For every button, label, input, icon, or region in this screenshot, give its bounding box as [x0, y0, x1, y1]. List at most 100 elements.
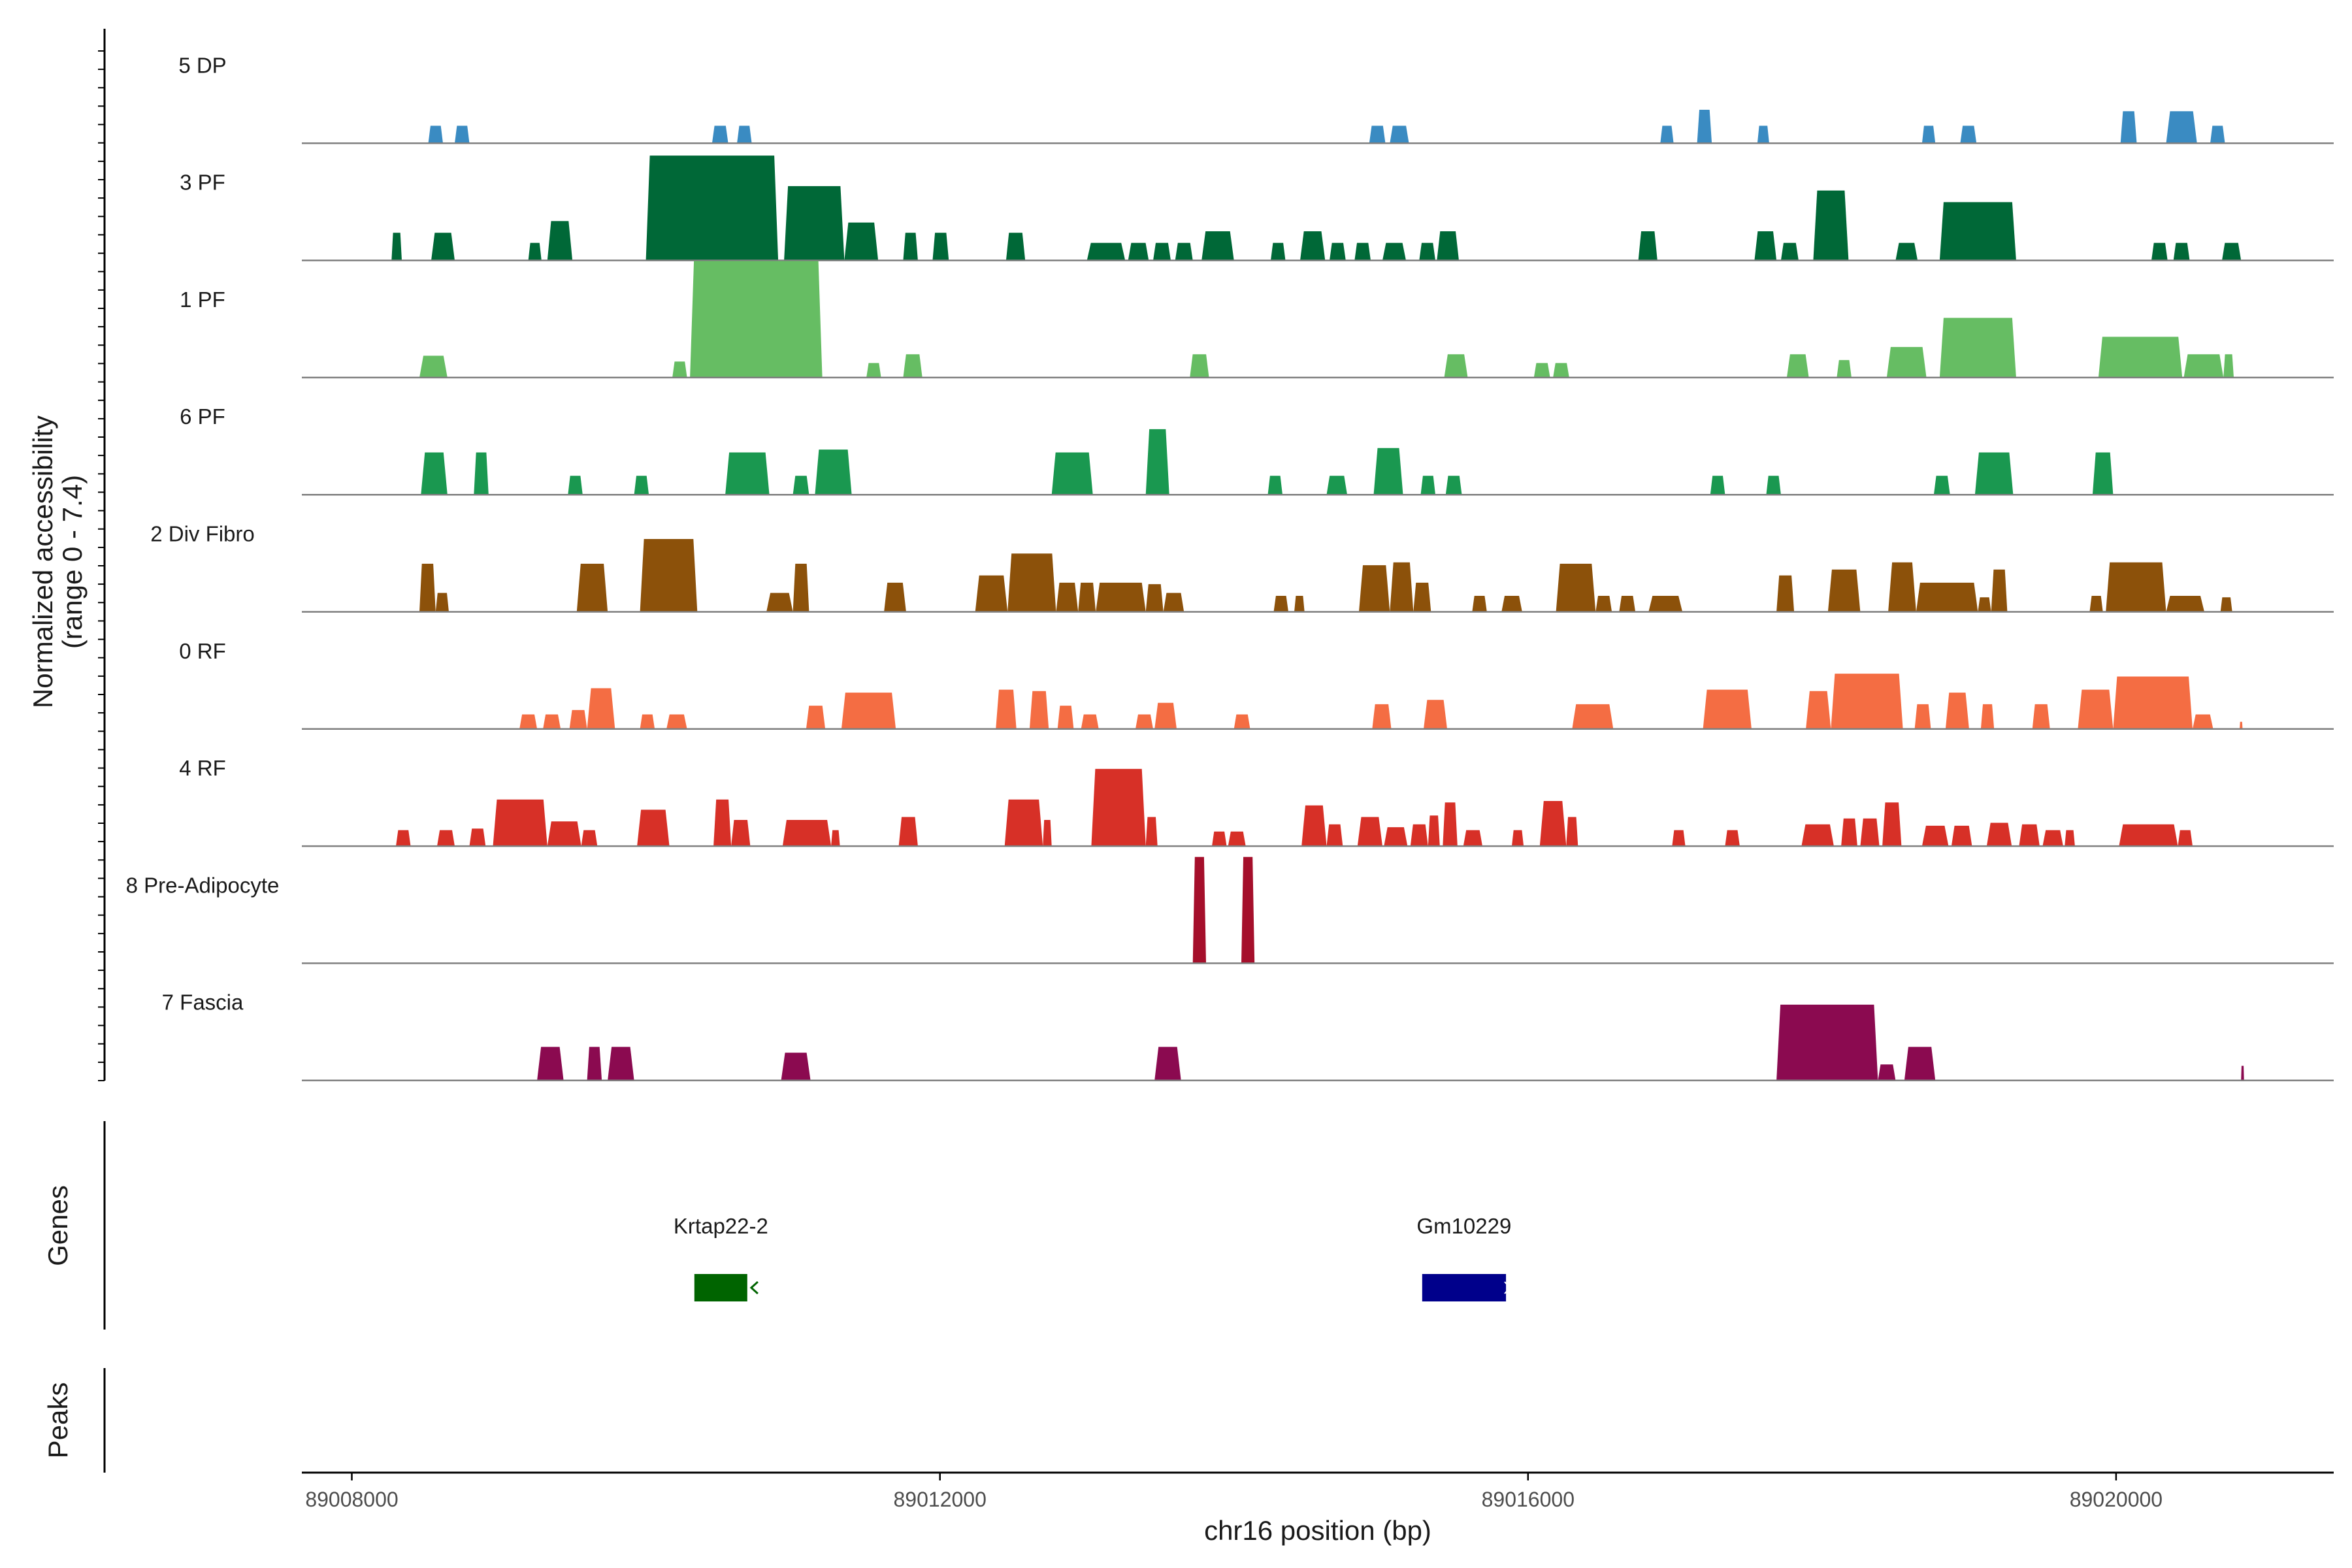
track-5-dp: 5 DP [178, 53, 2334, 144]
track-label: 7 Fascia [162, 990, 244, 1015]
gene-body [1422, 1274, 1507, 1301]
coverage-peak [2210, 125, 2225, 144]
coverage-peak [1294, 596, 1305, 612]
coverage-peak [428, 125, 443, 144]
coverage-peak [421, 452, 448, 495]
coverage-peak [737, 125, 752, 144]
coverage-peak [1980, 704, 1995, 729]
coverage-peak [493, 799, 547, 847]
coverage-peak [1916, 582, 1978, 612]
coverage-peak [2119, 824, 2178, 847]
coverage-peak [1382, 242, 1406, 261]
coverage-peak [1566, 817, 1578, 847]
coverage-peak [637, 809, 670, 847]
coverage-peak [1813, 190, 1849, 261]
coverage-peak [1190, 354, 1209, 378]
coverage-peak [1766, 476, 1781, 495]
gene-label: Krtap22-2 [674, 1214, 768, 1238]
coverage-peak [1553, 363, 1569, 378]
coverage-peak [1754, 231, 1777, 261]
peaks-side-label: Peaks [42, 1382, 73, 1459]
coverage-peak [1648, 596, 1683, 612]
coverage-peak [437, 830, 455, 847]
coverage-peak [1145, 429, 1169, 495]
coverage-peak [2078, 689, 2114, 729]
coverage-peak [1326, 824, 1343, 847]
coverage-peak [1914, 704, 1931, 729]
coverage-peak [1991, 569, 2008, 612]
coverage-peak [1271, 242, 1286, 261]
coverage-peak [1888, 562, 1916, 612]
coverage-peak [898, 817, 918, 847]
coverage-peak [528, 242, 542, 261]
coverage-peak [841, 693, 896, 729]
coverage-peak [645, 155, 779, 261]
coverage-peak [1921, 825, 1949, 847]
coverage-peak [2019, 824, 2040, 847]
coverage-peak [2092, 452, 2114, 495]
x-tick-label: 89012000 [894, 1488, 987, 1511]
coverage-peak [1921, 125, 1936, 144]
coverage-peak [1806, 691, 1831, 729]
coverage-peak [1420, 476, 1435, 495]
coverage-peak [1539, 801, 1567, 847]
coverage-peak [2223, 354, 2234, 378]
coverage-peak [1354, 242, 1371, 261]
coverage-peak [1086, 242, 1126, 261]
coverage-peak [1882, 802, 1902, 847]
strand-arrow [749, 1281, 759, 1295]
coverage-peak [1057, 706, 1074, 729]
coverage-peak [1445, 476, 1462, 495]
coverage-peak [419, 355, 448, 378]
strand-arrow [1504, 1281, 1511, 1294]
coverage-peak [731, 820, 751, 847]
track-label: 8 Pre-Adipocyte [126, 873, 280, 897]
coverage-peak [1145, 584, 1164, 612]
track-0-rf: 0 RF [179, 639, 2334, 730]
coverage-peak [1428, 815, 1440, 847]
coverage-peak [1051, 452, 1093, 495]
coverage-peak [815, 449, 852, 495]
coverage-peak [2065, 830, 2075, 847]
coverage-peak [1154, 1047, 1181, 1081]
coverage-peak [1556, 563, 1596, 612]
coverage-peak [1175, 242, 1193, 261]
coverage-peak [1986, 823, 2012, 847]
y-axis-label-line2: (range 0 - 7.4) [57, 475, 88, 649]
coverage-peak [1827, 569, 1861, 612]
coverage-peak [713, 799, 732, 847]
coverage-peak [1933, 476, 1950, 495]
coverage-peak [455, 125, 470, 144]
coverage-peak [792, 563, 809, 612]
coverage-peak [1043, 820, 1052, 847]
coverage-peak [975, 575, 1008, 612]
coverage-peak [2241, 1066, 2244, 1081]
coverage-peak [1004, 799, 1043, 847]
coverage-peak [1135, 714, 1153, 729]
coverage-peak [2042, 830, 2063, 847]
coverage-peak [1978, 597, 1991, 612]
coverage-peak [2098, 336, 2183, 378]
coverage-peak [1437, 231, 1459, 261]
coverage-peak [996, 689, 1017, 729]
coverage-peak [396, 830, 411, 847]
y-axis [98, 29, 106, 1081]
coverage-peak [831, 830, 840, 847]
coverage-peak [2151, 242, 2168, 261]
coverage-peak [1078, 582, 1096, 612]
coverage-peak [1697, 110, 1712, 144]
coverage-peak [634, 476, 649, 495]
coverage-peak [932, 233, 949, 261]
coverage-peak [1029, 691, 1049, 729]
coverage-peak [547, 221, 573, 261]
coverage-peak [519, 714, 538, 729]
coverage-peak [1660, 125, 1674, 144]
coverage-peak [1443, 802, 1458, 847]
x-tick-label: 89008000 [305, 1488, 398, 1511]
coverage-peak [1801, 824, 1834, 847]
coverage-peak [1357, 817, 1382, 847]
coverage-peak [1904, 1047, 1936, 1081]
coverage-peak [547, 821, 581, 847]
track-4-rf: 4 RF [179, 756, 2334, 847]
